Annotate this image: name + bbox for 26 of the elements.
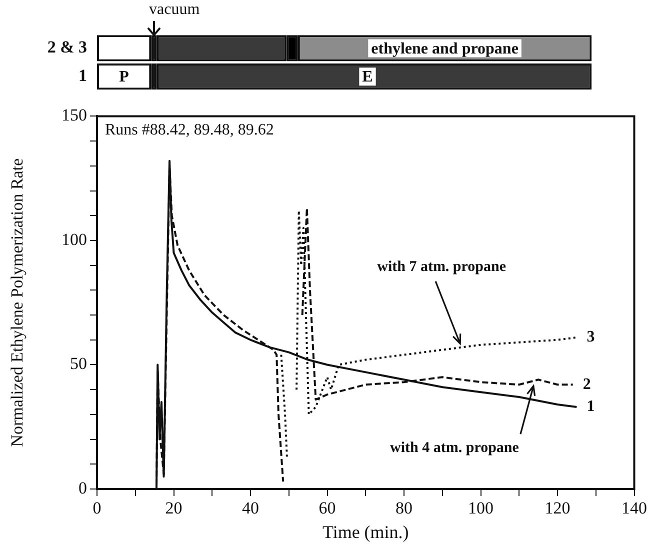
annotation: P bbox=[119, 68, 130, 86]
x-tick-label: 140 bbox=[622, 498, 647, 518]
series-label: 2 bbox=[582, 376, 591, 393]
y-tick-label: 50 bbox=[70, 354, 87, 374]
x-tick-label: 60 bbox=[318, 498, 336, 518]
y-tick-label: 150 bbox=[62, 106, 87, 125]
y-tick-label: 1 bbox=[78, 66, 87, 85]
x-tick-label: 20 bbox=[165, 498, 182, 518]
y-axis-title: Normalized Ethylene Polymerization Rate bbox=[8, 158, 27, 447]
x-axis-title: Time (min.) bbox=[322, 522, 409, 542]
annotation: Runs #88.42, 89.48, 89.62 bbox=[105, 121, 274, 138]
series-label: 3 bbox=[586, 328, 595, 346]
y-tick-label: 0 bbox=[78, 478, 87, 498]
annotation: E bbox=[362, 68, 373, 86]
x-tick-label: 80 bbox=[396, 498, 412, 518]
annotation: with 4 atm. propane bbox=[390, 440, 520, 456]
x-tick-label: 0 bbox=[92, 498, 102, 518]
y-tick-label: 2 & 3 bbox=[47, 38, 87, 57]
x-tick-label: 100 bbox=[468, 498, 494, 518]
text: vacuum bbox=[149, 1, 200, 18]
x-tick-label: 120 bbox=[544, 498, 570, 518]
x-tick-label: 40 bbox=[242, 498, 259, 518]
annotation: ethylene and propane bbox=[371, 40, 518, 58]
y-tick-label: 100 bbox=[62, 230, 87, 249]
annotation: with 7 atm. propane bbox=[377, 259, 506, 276]
series-label: 1 bbox=[586, 398, 595, 416]
